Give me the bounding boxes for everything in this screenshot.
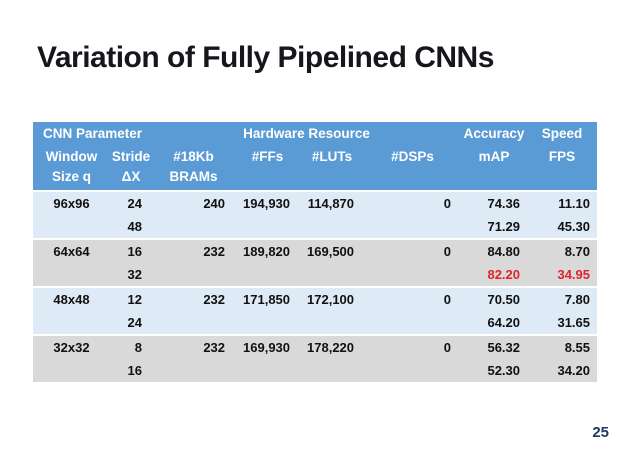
table-cell: 240 [152, 190, 236, 215]
table-cell [235, 215, 301, 239]
table-cell: 82.20 [461, 263, 528, 287]
table-cell [152, 311, 236, 335]
group-header-hardware-resource: Hardware Resource [152, 122, 462, 145]
table-cell: 45.30 [527, 215, 598, 239]
table-cell: 71.29 [461, 215, 528, 239]
table-cell: 34.20 [527, 359, 598, 382]
table-cell: 56.32 [461, 334, 528, 359]
table-cell: 12 [110, 286, 153, 311]
table-cell [364, 215, 462, 239]
column-header-luts: #LUTs [300, 145, 365, 191]
table-cell [235, 311, 301, 335]
column-header-stride: Stride ΔX [110, 145, 153, 191]
table-row: 32 82.20 34.95 [33, 263, 598, 287]
table-cell: 32x32 [33, 334, 110, 359]
table-cell [235, 359, 301, 382]
table-cell: 114,870 [300, 190, 365, 215]
table-cell: 48 [110, 215, 153, 239]
table-cell [300, 359, 365, 382]
table-cell [33, 263, 110, 287]
table-cell: 169,500 [300, 238, 365, 263]
table-cell: 16 [110, 238, 153, 263]
table-cell: 84.80 [461, 238, 528, 263]
column-header-fps: FPS [527, 145, 598, 191]
table-cell: 24 [110, 311, 153, 335]
table-cell: 0 [364, 286, 462, 311]
column-header-window-size: Window Size q [33, 145, 110, 191]
table-cell: 16 [110, 359, 153, 382]
table-cell: 178,220 [300, 334, 365, 359]
table-cell: 64x64 [33, 238, 110, 263]
table-cell: 11.10 [527, 190, 598, 215]
table-cell: 24 [110, 190, 153, 215]
cnn-results-table: CNN Parameter Hardware Resource Accuracy… [33, 122, 598, 382]
table-cell: 172,100 [300, 286, 365, 311]
table-cell: 64.20 [461, 311, 528, 335]
table-cell: 232 [152, 238, 236, 263]
table-cell: 194,930 [235, 190, 301, 215]
table-cell [300, 215, 365, 239]
table-row: 64x64 16 232 189,820 169,500 0 84.80 8.70 [33, 238, 598, 263]
table-cell: 8.55 [527, 334, 598, 359]
table-row: 24 64.20 31.65 [33, 311, 598, 335]
table-cell: 169,930 [235, 334, 301, 359]
table-row: 48 71.29 45.30 [33, 215, 598, 239]
group-header-cnn-parameter: CNN Parameter [33, 122, 153, 145]
table-cell [33, 215, 110, 239]
table-row: 32x32 8 232 169,930 178,220 0 56.32 8.55 [33, 334, 598, 359]
table-cell: 189,820 [235, 238, 301, 263]
table-cell: 171,850 [235, 286, 301, 311]
table-row: 16 52.30 34.20 [33, 359, 598, 382]
table-cell [152, 359, 236, 382]
slide-title: Variation of Fully Pipelined CNNs [37, 41, 494, 74]
table-cell: 31.65 [527, 311, 598, 335]
table-cell [33, 359, 110, 382]
table-cell: 74.36 [461, 190, 528, 215]
page-number: 25 [592, 424, 609, 441]
column-header-brams: #18Kb BRAMs [152, 145, 236, 191]
table-cell [300, 311, 365, 335]
table-row: 48x48 12 232 171,850 172,100 0 70.50 7.80 [33, 286, 598, 311]
table-cell: 0 [364, 334, 462, 359]
table-cell: 232 [152, 334, 236, 359]
table-cell [364, 263, 462, 287]
table-cell: 8 [110, 334, 153, 359]
column-header-map: mAP [461, 145, 528, 191]
table-cell: 0 [364, 238, 462, 263]
table-cell: 7.80 [527, 286, 598, 311]
table-cell: 48x48 [33, 286, 110, 311]
table-row: 96x96 24 240 194,930 114,870 0 74.36 11.10 [33, 190, 598, 215]
table-body: 96x96 24 240 194,930 114,870 0 74.36 11.10 48 71.… [33, 190, 598, 382]
table-cell: 70.50 [461, 286, 528, 311]
table-cell: 34.95 [527, 263, 598, 287]
table-cell [364, 359, 462, 382]
table-cell [33, 311, 110, 335]
table-cell: 232 [152, 286, 236, 311]
table-cell [235, 263, 301, 287]
column-header-dsps: #DSPs [364, 145, 462, 191]
table-cell [152, 215, 236, 239]
table-cell [364, 311, 462, 335]
table-cell: 96x96 [33, 190, 110, 215]
column-header-ffs: #FFs [235, 145, 301, 191]
table-cell: 8.70 [527, 238, 598, 263]
column-header-row: Window Size q Stride ΔX #18Kb BRAMs #FFs #L… [33, 145, 598, 191]
table-cell [152, 263, 236, 287]
group-header-speed: Speed [527, 122, 598, 145]
table-cell: 0 [364, 190, 462, 215]
table-cell [300, 263, 365, 287]
table-cell: 52.30 [461, 359, 528, 382]
table-header: CNN Parameter Hardware Resource Accuracy… [33, 122, 598, 191]
table-cell: 32 [110, 263, 153, 287]
group-header-row: CNN Parameter Hardware Resource Accuracy… [33, 122, 598, 145]
group-header-accuracy: Accuracy [461, 122, 528, 145]
